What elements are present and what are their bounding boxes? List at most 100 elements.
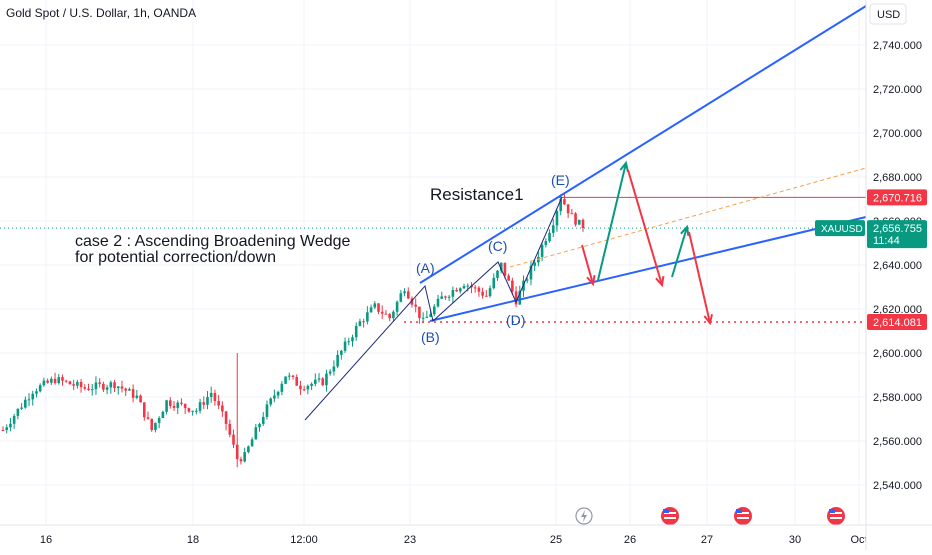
currency-button[interactable]: USD bbox=[869, 3, 907, 25]
down-arrow[interactable] bbox=[627, 169, 665, 288]
candle bbox=[135, 389, 139, 400]
candle bbox=[142, 402, 146, 421]
candle bbox=[299, 380, 302, 395]
candle bbox=[336, 350, 339, 369]
candle bbox=[496, 270, 499, 281]
candle bbox=[432, 304, 436, 317]
candle bbox=[250, 437, 254, 447]
candle bbox=[31, 390, 35, 406]
candle bbox=[258, 422, 261, 432]
up-arrow[interactable] bbox=[671, 224, 690, 278]
candle bbox=[87, 383, 90, 391]
y-tick-label: 2,720.000 bbox=[873, 84, 922, 96]
events-layer bbox=[575, 507, 845, 525]
wedge-upper-trendline[interactable] bbox=[419, 5, 867, 284]
y-tick-label: 2,600.000 bbox=[873, 348, 922, 360]
candle bbox=[195, 408, 198, 415]
candle bbox=[362, 318, 365, 328]
x-tick-label: 25 bbox=[550, 534, 562, 546]
event-icon-us-flag[interactable] bbox=[661, 507, 679, 525]
candle bbox=[247, 445, 250, 454]
candle bbox=[511, 277, 514, 296]
candle bbox=[1, 426, 5, 431]
wedge-lower-trendline[interactable] bbox=[429, 216, 867, 322]
up-arrow[interactable] bbox=[597, 160, 629, 281]
candle bbox=[418, 306, 421, 324]
point-a-label: (A) bbox=[416, 260, 435, 276]
candle bbox=[444, 295, 447, 300]
candle bbox=[116, 385, 120, 395]
forecast-dashed-line[interactable] bbox=[509, 167, 867, 268]
candle bbox=[410, 296, 414, 308]
candle bbox=[302, 385, 306, 392]
grid-layer bbox=[0, 0, 866, 525]
candle bbox=[314, 373, 317, 387]
candle bbox=[369, 304, 373, 313]
point-d-label: (D) bbox=[506, 312, 525, 328]
currency-label: USD bbox=[877, 9, 900, 21]
candle bbox=[392, 310, 395, 322]
candle bbox=[217, 395, 220, 410]
price-axis[interactable]: USD 2,540.000 2,560.000 2,580.000 2,600.000… bbox=[865, 0, 932, 550]
event-icon-flash[interactable] bbox=[575, 507, 593, 525]
price-tag-text: 2,614.081 bbox=[873, 317, 922, 329]
candle bbox=[514, 286, 518, 308]
event-icon-us-flag[interactable] bbox=[827, 507, 845, 525]
candle bbox=[53, 372, 57, 385]
candle bbox=[340, 349, 343, 360]
candle bbox=[380, 305, 384, 320]
candle bbox=[124, 387, 127, 396]
candle bbox=[273, 389, 276, 403]
candle bbox=[79, 379, 83, 393]
candle bbox=[358, 318, 362, 327]
resistance-label: Resistance1 bbox=[430, 185, 524, 204]
candle bbox=[42, 377, 46, 387]
down-arrow[interactable] bbox=[581, 244, 596, 287]
x-tick-label: 27 bbox=[701, 534, 713, 546]
candle bbox=[291, 374, 295, 380]
candle bbox=[503, 262, 507, 279]
y-tick-label: 2,620.000 bbox=[873, 304, 922, 316]
y-tick-label: 2,560.000 bbox=[873, 436, 922, 448]
candle bbox=[20, 403, 23, 410]
x-axis: 16 18 12:00 23 25 26 27 30 Oct bbox=[40, 534, 868, 546]
event-icon-us-flag[interactable] bbox=[734, 507, 752, 525]
candle bbox=[228, 419, 232, 438]
price-tag-text: 2,656.755 bbox=[873, 223, 922, 235]
candle bbox=[154, 422, 157, 433]
x-tick-label: 30 bbox=[789, 534, 801, 546]
candle bbox=[473, 284, 477, 293]
x-tick-label: 23 bbox=[404, 534, 416, 546]
candles-layer bbox=[1, 193, 585, 468]
candle bbox=[35, 388, 38, 398]
candle bbox=[481, 287, 484, 299]
candle bbox=[488, 285, 492, 298]
wave-structure-line[interactable] bbox=[304, 196, 563, 421]
candle bbox=[366, 306, 369, 325]
symbol-tag: XAUUSD bbox=[815, 220, 865, 237]
candle bbox=[317, 373, 321, 383]
candle bbox=[388, 313, 391, 322]
candle bbox=[183, 403, 187, 414]
candle bbox=[343, 337, 347, 353]
candle bbox=[76, 379, 79, 389]
chart-title: Gold Spot / U.S. Dollar, 1h, OANDA bbox=[6, 6, 196, 20]
candle bbox=[46, 378, 49, 384]
y-tick-label: 2,700.000 bbox=[873, 128, 922, 140]
candle bbox=[347, 337, 351, 346]
candle bbox=[548, 229, 551, 243]
candle bbox=[276, 390, 280, 399]
candle bbox=[38, 383, 42, 393]
candle bbox=[243, 447, 246, 463]
point-e-label: (E) bbox=[551, 172, 570, 188]
candle bbox=[169, 397, 172, 409]
candle bbox=[574, 212, 577, 227]
down-arrow[interactable] bbox=[688, 231, 713, 326]
x-tick-label: 16 bbox=[40, 534, 52, 546]
candle bbox=[414, 298, 417, 313]
candle bbox=[295, 374, 299, 386]
candle bbox=[261, 412, 265, 426]
candle bbox=[61, 374, 64, 386]
x-tick-label: Oct bbox=[850, 534, 867, 546]
